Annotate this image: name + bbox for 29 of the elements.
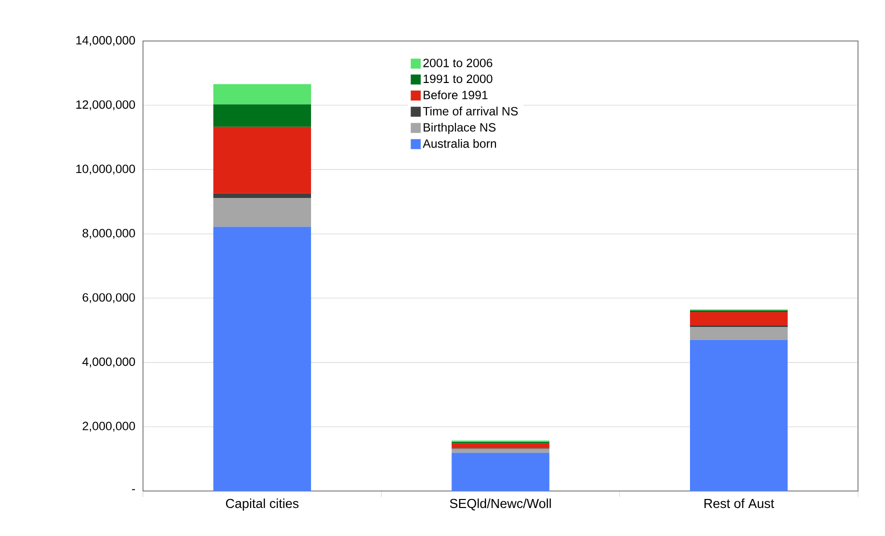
- bar: [213, 84, 312, 104]
- legend-label: 1991 to 2000: [424, 74, 492, 84]
- bar: [452, 443, 550, 448]
- y-tick-label: 14,000,000: [76, 36, 135, 46]
- y-tick-label: 8,000,000: [82, 228, 135, 239]
- y-tick-label: -: [132, 489, 135, 490]
- y-tick-label: 4,000,000: [82, 357, 135, 368]
- x-tick-label: SEQld/Newc/Woll: [450, 498, 551, 510]
- y-tick-label: 12,000,000: [76, 100, 135, 110]
- bar: [213, 104, 312, 127]
- bar: [213, 193, 312, 198]
- legend-label: Australia born: [422, 139, 496, 148]
- y-tick-label: 6,000,000: [82, 293, 135, 304]
- legend-label: 2001 to 2006: [423, 58, 492, 68]
- bar: [690, 312, 788, 326]
- bar: [452, 452, 550, 491]
- bar: [452, 448, 550, 453]
- legend-label: Before 1991: [424, 90, 488, 100]
- x-tick-label: Capital cities: [226, 498, 299, 511]
- y-tick-label: 10,000,000: [76, 164, 135, 175]
- bar: [213, 198, 312, 227]
- bar: [690, 340, 788, 491]
- legend-label: Birthplace NS: [424, 122, 496, 134]
- bar: [690, 327, 788, 340]
- y-tick-label: 2,000,000: [82, 422, 135, 432]
- legend-label: Time of arrival NS: [423, 106, 518, 116]
- x-tick-label: Rest of Aust: [704, 498, 774, 508]
- bar: [213, 226, 312, 491]
- bar: [213, 126, 312, 194]
